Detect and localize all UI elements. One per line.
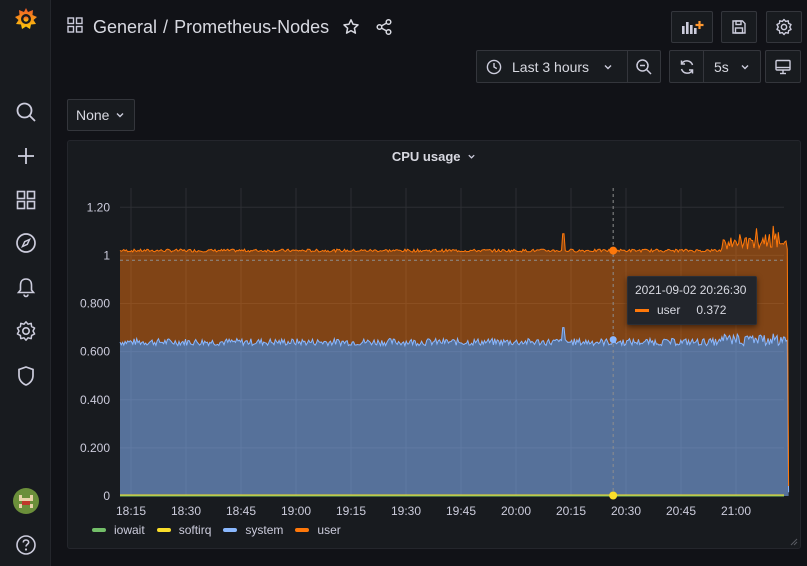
legend-label: user: [317, 523, 341, 537]
variable-value: None: [76, 107, 110, 123]
legend-swatch: [92, 528, 106, 532]
legend-item-softirq[interactable]: softirq: [156, 523, 212, 537]
chevron-down-icon: [604, 64, 612, 69]
breadcrumb: General / Prometheus-Nodes: [67, 14, 393, 40]
chevron-down-icon: [468, 154, 475, 159]
time-range-button[interactable]: Last 3 hours: [477, 51, 627, 82]
legend-item-user[interactable]: user: [295, 523, 341, 537]
dashboard-settings-button[interactable]: [766, 11, 802, 43]
refresh-interval-label: 5s: [714, 58, 729, 75]
tooltip-time: 2021-09-02 20:26:30: [635, 283, 747, 297]
save-icon: [732, 20, 746, 34]
alerting-bell-icon[interactable]: [0, 267, 51, 307]
refresh-picker: 5s: [669, 50, 761, 83]
plus-icon[interactable]: [0, 136, 51, 176]
dashboards-icon: [67, 16, 83, 38]
dashboards-icon[interactable]: [0, 180, 51, 220]
tooltip-value: 0.372: [696, 303, 727, 317]
panel-title: CPU usage: [391, 149, 461, 164]
resize-handle-icon[interactable]: [790, 538, 798, 546]
search-icon[interactable]: [0, 92, 51, 132]
configuration-gear-icon[interactable]: [0, 311, 51, 351]
tooltip-swatch: [635, 308, 649, 312]
breadcrumb-folder[interactable]: General: [93, 16, 158, 37]
time-picker: Last 3 hours: [476, 50, 661, 83]
legend-label: softirq: [178, 523, 212, 537]
refresh-interval-dropdown[interactable]: 5s: [704, 59, 750, 75]
top-navbar: General / Prometheus-Nodes: [51, 0, 807, 56]
grafana-logo-icon: [14, 8, 37, 29]
chart-legend: iowait softirq system user: [92, 523, 353, 537]
save-dashboard-button[interactable]: [721, 11, 757, 43]
star-icon[interactable]: [342, 18, 360, 36]
explore-compass-icon[interactable]: [0, 223, 51, 263]
legend-label: system: [245, 523, 284, 537]
chevron-down-icon: [116, 113, 124, 118]
add-panel-button[interactable]: [671, 11, 713, 43]
help-icon[interactable]: [0, 525, 51, 565]
zoom-out-button[interactable]: [627, 51, 660, 82]
monitor-icon: [775, 59, 791, 74]
chevron-down-icon: [741, 64, 749, 69]
share-icon[interactable]: [375, 18, 393, 36]
tooltip-series: user: [657, 303, 681, 317]
time-range-label: Last 3 hours: [512, 58, 590, 75]
user-avatar[interactable]: [0, 481, 51, 521]
chart-tooltip: 2021-09-02 20:26:30 user 0.372: [627, 276, 757, 325]
legend-label: iowait: [114, 523, 145, 537]
refresh-button[interactable]: [670, 51, 704, 82]
variable-select[interactable]: None: [67, 99, 135, 131]
legend-swatch: [156, 528, 171, 532]
legend-item-iowait[interactable]: iowait: [92, 523, 145, 537]
legend-swatch: [223, 528, 238, 532]
gear-icon: [776, 18, 792, 36]
panel-header[interactable]: CPU usage: [68, 149, 800, 164]
legend-swatch: [295, 528, 310, 532]
cpu-usage-panel: CPU usage iowait softirq system user: [67, 140, 801, 549]
zoom-out-icon: [636, 58, 652, 75]
clock-icon: [486, 59, 502, 74]
grafana-logo[interactable]: [0, 0, 51, 40]
dashboard-title[interactable]: Prometheus-Nodes: [174, 16, 330, 37]
sidebar: [0, 0, 51, 566]
shield-icon[interactable]: [0, 356, 51, 396]
add-panel-icon: [682, 21, 704, 34]
refresh-icon: [680, 59, 693, 74]
tv-mode-button[interactable]: [765, 50, 801, 83]
legend-item-system[interactable]: system: [223, 523, 283, 537]
breadcrumb-separator: /: [163, 16, 169, 37]
